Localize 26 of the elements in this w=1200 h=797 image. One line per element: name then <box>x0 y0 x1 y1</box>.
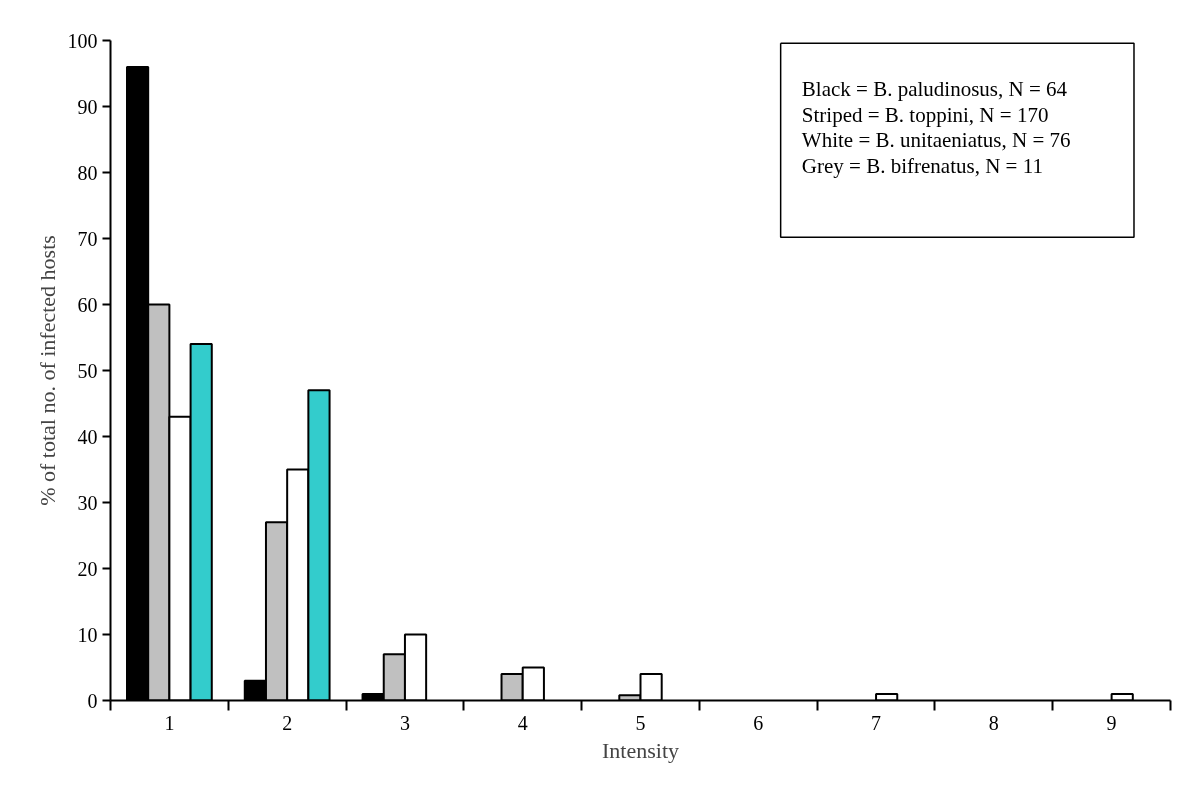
y-tick-label: 50 <box>77 359 98 382</box>
x-tick-label: 1 <box>164 711 175 734</box>
x-axis-title: Intensity <box>602 737 680 763</box>
y-axis-title: % of total no. of infected hosts <box>34 235 60 506</box>
annotation: Striped = B. toppini, N = 170 <box>801 102 1049 127</box>
x-tick-label: 3 <box>399 711 410 734</box>
y-tick-label: 100 <box>67 29 98 52</box>
x-tick-label: 4 <box>517 711 528 734</box>
x-tick-label: 8 <box>988 711 999 734</box>
y-tick-label: 90 <box>77 95 98 118</box>
y-tick-label: 0 <box>87 689 98 712</box>
x-tick-label: 6 <box>753 711 764 734</box>
y-tick-label: 20 <box>77 557 98 580</box>
annotation: White = B. unitaeniatus, N = 76 <box>801 128 1071 153</box>
y-tick-label: 80 <box>77 161 98 184</box>
y-tick-label: 30 <box>77 491 98 514</box>
y-tick-label: 10 <box>77 623 98 646</box>
y-tick-label: 60 <box>77 293 98 316</box>
x-tick-label: 9 <box>1106 711 1117 734</box>
y-tick-label: 70 <box>77 227 98 250</box>
x-tick-label: 7 <box>871 711 882 734</box>
annotation: Black = B. paludinosus, N = 64 <box>801 76 1068 101</box>
x-tick-label: 2 <box>282 711 293 734</box>
x-tick-label: 5 <box>635 711 646 734</box>
y-tick-label: 40 <box>77 425 98 448</box>
annotation: Grey = B. bifrenatus, N = 11 <box>801 154 1043 179</box>
